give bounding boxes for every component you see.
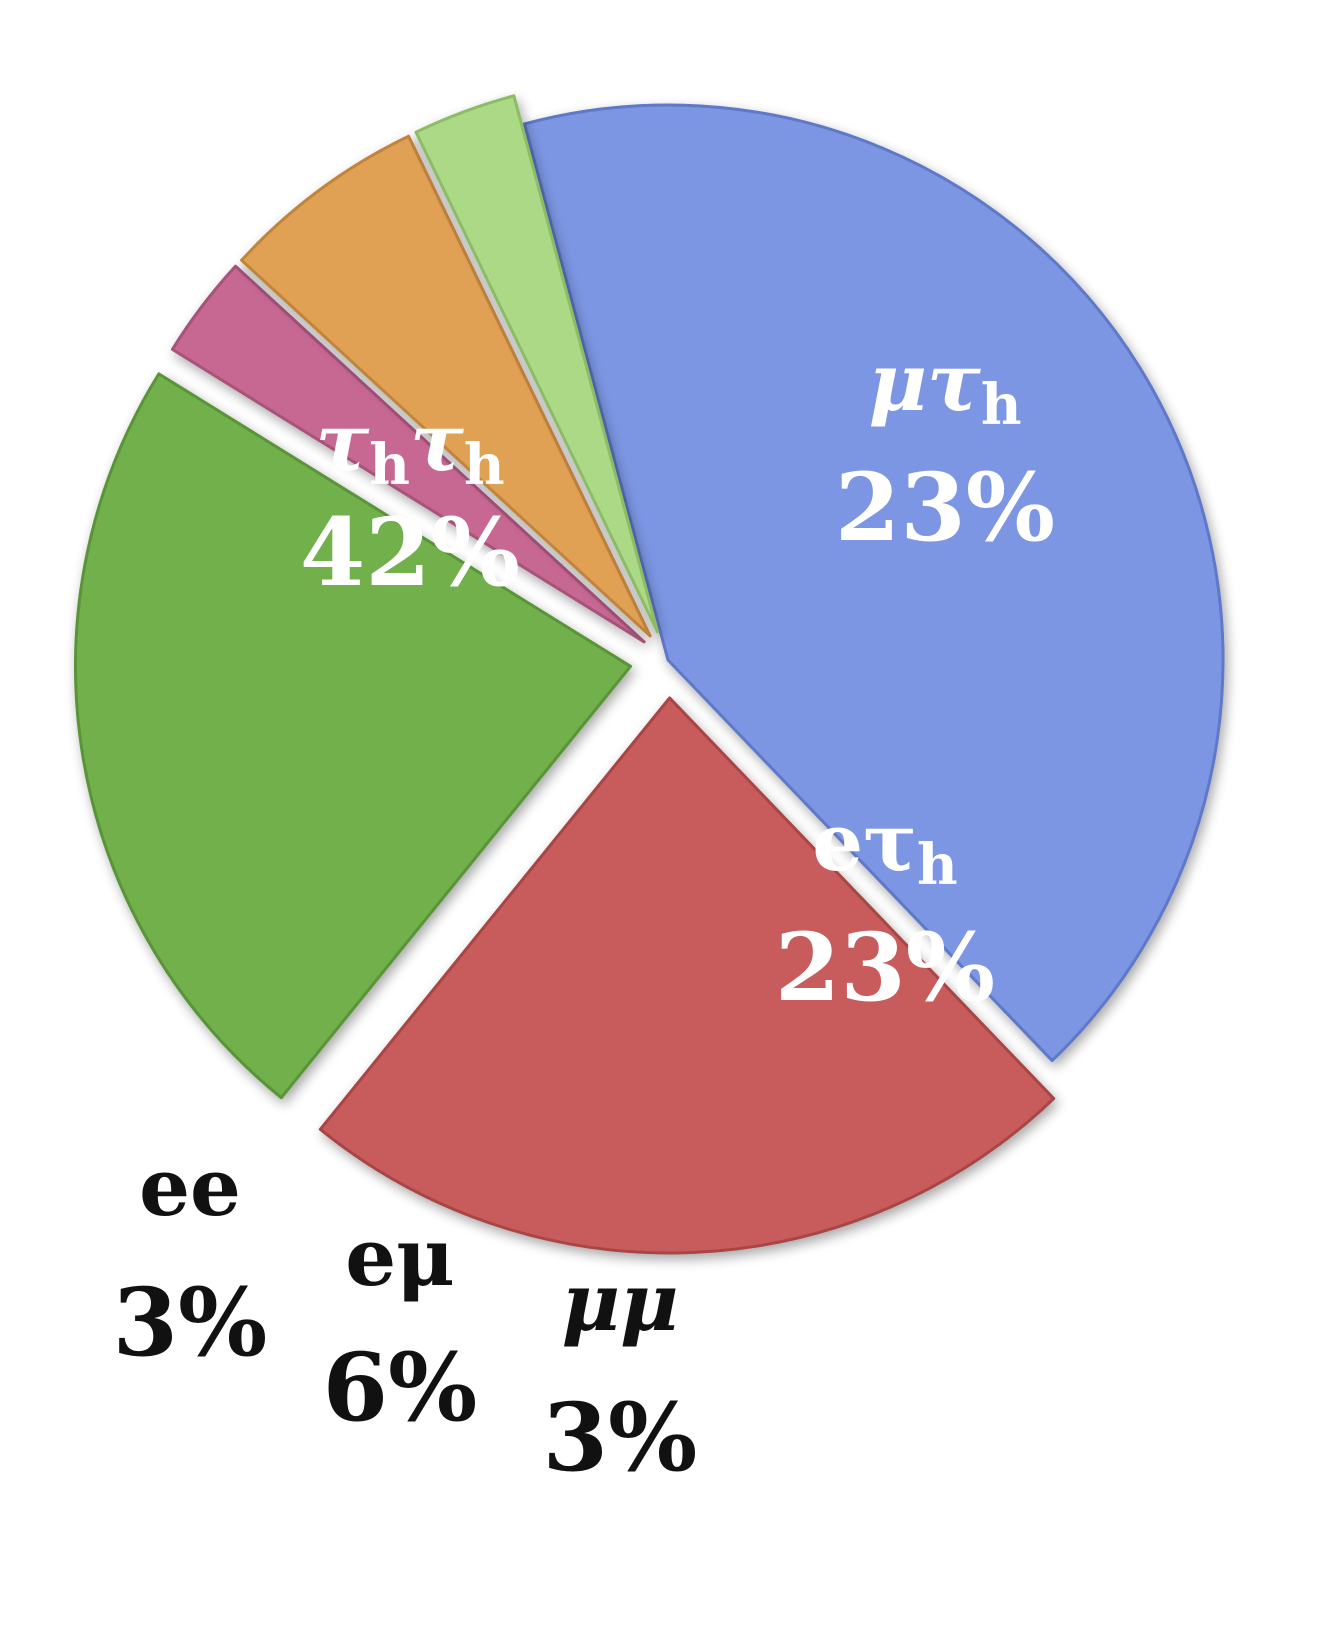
slice-percent-0: 42% (300, 498, 520, 608)
slice-label-3: μμ (561, 1255, 678, 1349)
slice-percent-2: 23% (775, 913, 995, 1023)
slice-percent-1: 23% (835, 453, 1055, 563)
pie-slice-3 (170, 264, 646, 644)
slice-percent-5: 3% (113, 1268, 268, 1378)
slice-label-2: eτh (812, 795, 957, 898)
pie-slice-1 (318, 696, 1056, 1255)
slice-label-4: eμ (345, 1210, 454, 1304)
pie-slice-2 (74, 372, 633, 1100)
pie-slice-4 (240, 134, 652, 638)
slice-label-1: μτh (868, 335, 1021, 438)
slice-percent-4: 6% (323, 1333, 478, 1443)
pie-slice-0 (522, 103, 1225, 1063)
slice-label-5: ee (139, 1140, 241, 1234)
pie-slice-5 (414, 94, 660, 634)
slice-label-0: τhτh (315, 395, 504, 498)
slice-percent-3: 3% (543, 1383, 698, 1493)
pie-slices (74, 94, 1225, 1255)
